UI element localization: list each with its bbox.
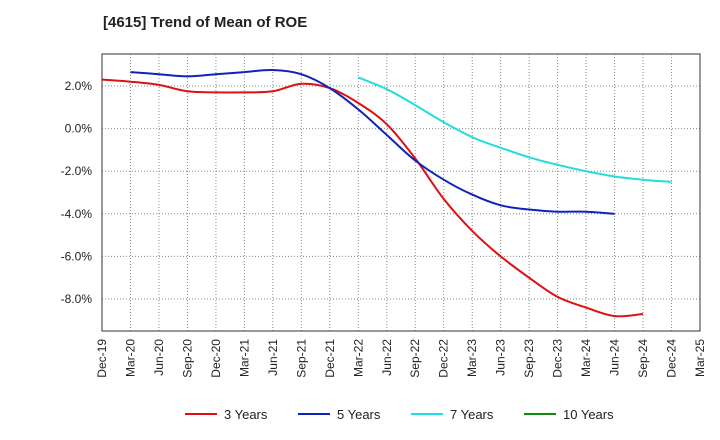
x-tick-label: Jun-24 — [608, 339, 622, 376]
legend-label: 10 Years — [563, 407, 614, 422]
x-tick-label: Sep-21 — [294, 339, 308, 378]
x-tick-label: Jun-22 — [380, 339, 394, 376]
x-tick-label: Mar-24 — [579, 339, 593, 377]
x-tick-label: Jun-21 — [266, 339, 280, 376]
legend-label: 7 Years — [450, 407, 494, 422]
series-lines — [101, 68, 672, 318]
series-line-7-years — [357, 76, 672, 183]
y-tick-label: -4.0% — [61, 207, 93, 221]
grid — [101, 54, 701, 331]
y-tick-label: -2.0% — [61, 164, 93, 178]
legend-label: 5 Years — [337, 407, 381, 422]
x-tick-label: Dec-23 — [551, 339, 565, 378]
chart-title: [4615] Trend of Mean of ROE — [103, 14, 308, 31]
x-tick-label: Dec-20 — [209, 339, 223, 378]
x-tick-label: Sep-20 — [180, 339, 194, 378]
legend: 3 Years 5 Years 7 Years 10 Years — [185, 407, 614, 422]
x-tick-label: Sep-22 — [408, 339, 422, 378]
x-tick-label: Mar-23 — [465, 339, 479, 377]
x-tick-label: Sep-23 — [522, 339, 536, 378]
y-tick-label: -6.0% — [61, 249, 93, 263]
legend-label: 3 Years — [224, 407, 268, 422]
x-tick-label: Mar-21 — [237, 339, 251, 377]
y-axis: 2.0% 0.0% -2.0% -4.0% -6.0% -8.0% — [61, 79, 93, 306]
x-tick-label: Mar-22 — [351, 339, 365, 377]
series-line-3-years — [101, 78, 644, 318]
series-line-5-years — [130, 68, 615, 215]
y-tick-label: 0.0% — [65, 122, 93, 136]
y-tick-label: -8.0% — [61, 292, 93, 306]
x-axis: Dec-19 Mar-20 Jun-20 Sep-20 Dec-20 Mar-21 Jun-… — [95, 339, 707, 378]
x-tick-label: Sep-24 — [636, 339, 650, 378]
x-tick-label: Dec-19 — [95, 339, 109, 378]
y-tick-label: 2.0% — [65, 79, 93, 93]
x-tick-label: Dec-21 — [323, 339, 337, 378]
x-tick-label: Jun-20 — [152, 339, 166, 376]
plot-area-frame — [101, 53, 701, 332]
x-tick-label: Mar-25 — [693, 339, 707, 377]
x-tick-label: Jun-23 — [494, 339, 508, 376]
x-tick-label: Dec-24 — [665, 339, 679, 378]
x-tick-label: Dec-22 — [437, 339, 451, 378]
x-tick-label: Mar-20 — [123, 339, 137, 377]
